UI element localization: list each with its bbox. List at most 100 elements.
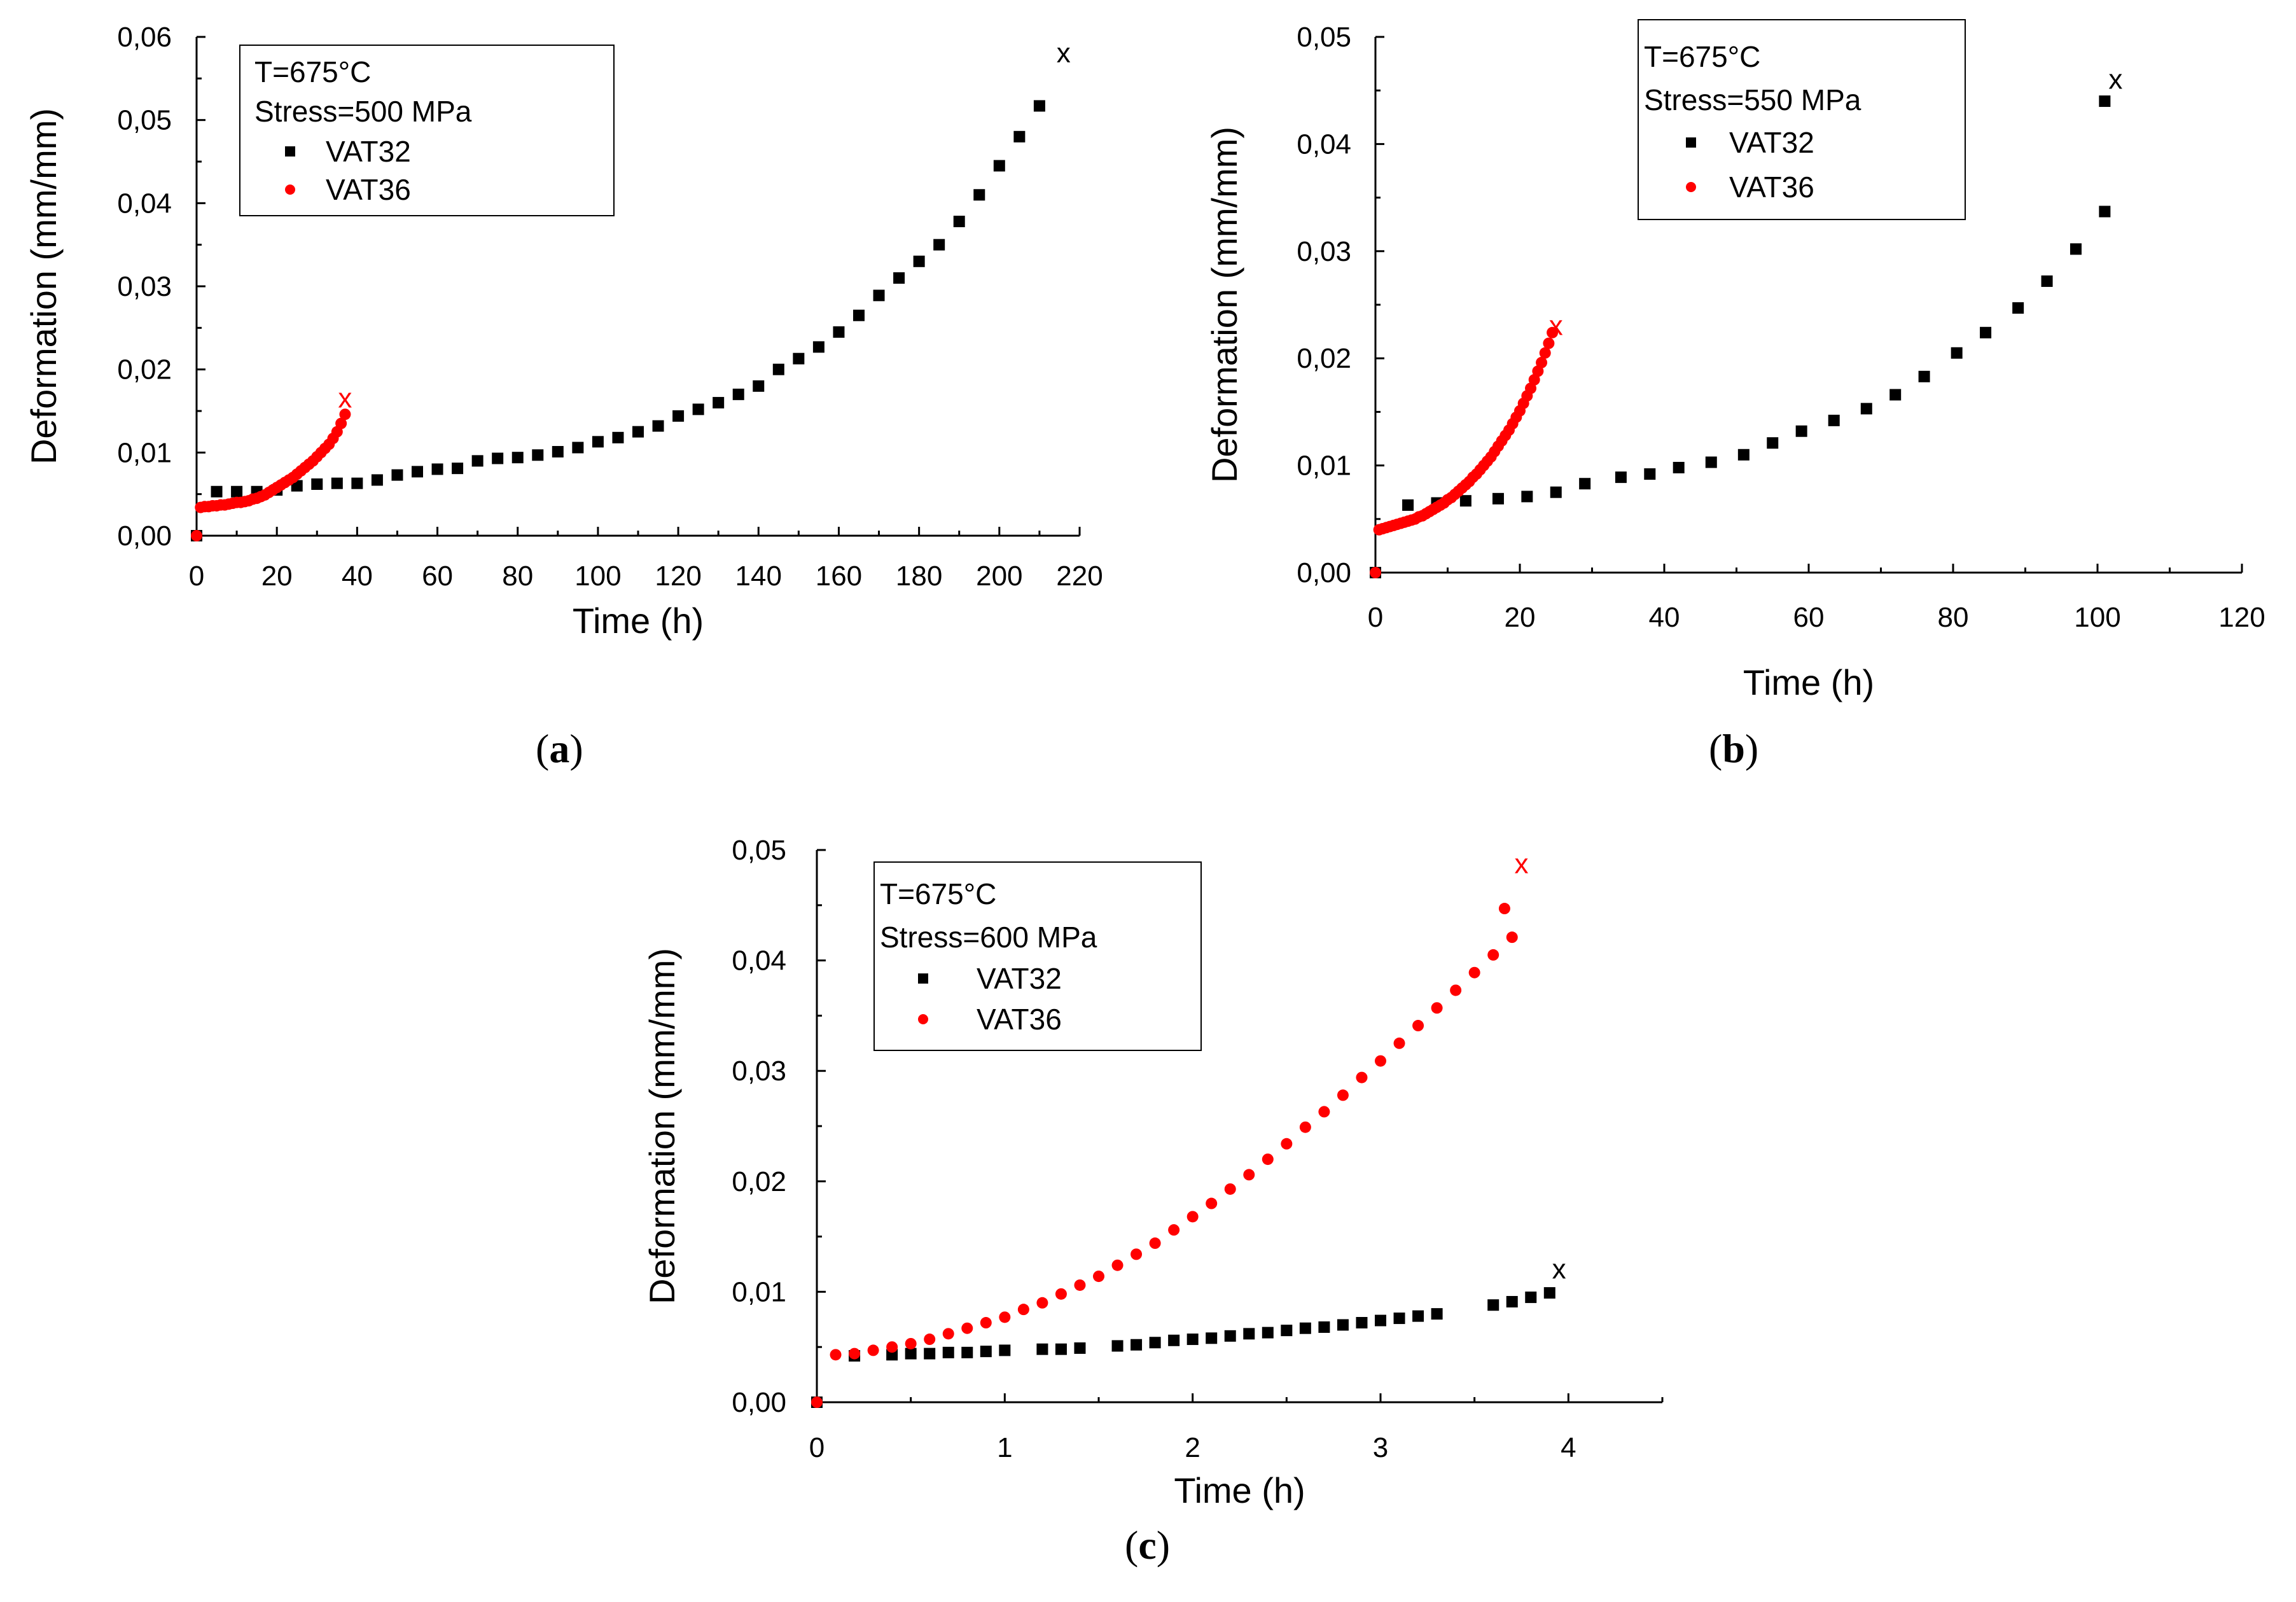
y-tick-label: 0,03 <box>117 271 172 302</box>
data-point <box>1281 1325 1293 1337</box>
x-tick-label: 60 <box>1793 602 1825 633</box>
data-point <box>1402 499 1414 511</box>
data-point <box>1468 966 1480 979</box>
data-point <box>942 1328 954 1340</box>
legend-c: T=675°C Stress=600 MPa VAT32 VAT36 <box>873 861 1202 1051</box>
y-tick-label: 0,05 <box>1297 22 1351 53</box>
data-point <box>231 485 243 498</box>
x-tick-label: 120 <box>2218 602 2265 633</box>
y-tick-label: 0,02 <box>732 1166 786 1197</box>
data-point <box>452 463 464 475</box>
data-point <box>1111 1340 1124 1352</box>
data-point <box>1506 1296 1518 1308</box>
data-point <box>1262 1327 1274 1339</box>
data-point <box>1013 130 1026 143</box>
data-point <box>1337 1089 1349 1101</box>
legend-temperature: T=675°C <box>254 55 372 88</box>
data-point <box>1318 1106 1330 1118</box>
data-point <box>335 417 347 429</box>
x-tick-label: 20 <box>1505 602 1536 633</box>
data-point <box>1017 1304 1029 1316</box>
y-axis-title: Deformation (mm/mm) <box>24 108 64 464</box>
data-point <box>886 1341 898 1353</box>
data-point <box>632 426 644 438</box>
data-point <box>1186 1211 1199 1223</box>
data-point <box>1337 1319 1349 1331</box>
data-point <box>612 431 624 443</box>
data-point <box>1615 471 1627 484</box>
data-point <box>905 1348 917 1360</box>
data-point <box>1206 1197 1218 1209</box>
data-point <box>853 309 865 321</box>
data-point <box>1074 1279 1086 1291</box>
x-axis-title: Time (h) <box>1174 1470 1305 1510</box>
data-point <box>913 255 925 267</box>
data-point <box>1036 1297 1048 1309</box>
data-point <box>2041 275 2053 287</box>
y-tick-label: 0,03 <box>1297 236 1351 267</box>
y-tick-label: 0,05 <box>732 835 786 866</box>
rupture-marker: x <box>1057 38 1071 69</box>
x-tick-label: 20 <box>261 561 293 592</box>
chart-panel-c: 0,00 0,01 0,02 0,03 0,04 0,05 0 1 2 3 4 Time (h) Def… <box>0 795 2296 1602</box>
x-tick-label: 3 <box>1373 1432 1388 1463</box>
legend-label-vat36: VAT36 <box>326 173 411 206</box>
data-point <box>1318 1321 1330 1333</box>
panel-label-letter: a <box>549 726 570 771</box>
data-point <box>830 1349 842 1361</box>
data-point <box>1055 1343 1067 1355</box>
data-point <box>811 1397 823 1408</box>
y-tick-label: 0,01 <box>117 437 172 468</box>
panel-label-c: (c) <box>1125 1522 1170 1569</box>
data-point <box>1370 567 1381 578</box>
panel-label-open: ( <box>1709 726 1723 771</box>
data-point <box>961 1346 973 1358</box>
data-point <box>1737 449 1750 461</box>
data-point <box>492 452 504 464</box>
data-point <box>1055 1288 1067 1300</box>
data-point <box>849 1348 861 1360</box>
data-point <box>1149 1237 1161 1250</box>
data-point <box>1393 1037 1405 1049</box>
data-point <box>1980 326 1992 338</box>
data-point <box>1795 425 1807 437</box>
data-point <box>2012 302 2024 314</box>
data-point <box>552 446 564 458</box>
data-point <box>191 530 202 541</box>
data-point <box>1579 478 1591 490</box>
data-point <box>999 1311 1011 1323</box>
data-point <box>1074 1342 1086 1354</box>
x-tick-label: 220 <box>1056 561 1103 592</box>
data-point <box>2099 205 2111 218</box>
y-tick-label: 0,02 <box>1297 343 1351 374</box>
data-point <box>1206 1332 1218 1344</box>
data-point <box>592 436 604 448</box>
x-tick-label: 4 <box>1561 1432 1576 1463</box>
y-tick-label: 0,01 <box>1297 450 1351 482</box>
data-point <box>1828 414 1840 426</box>
data-point <box>833 326 845 338</box>
data-point <box>672 410 685 422</box>
data-point <box>924 1348 936 1360</box>
data-point <box>1168 1334 1180 1346</box>
data-point <box>1093 1271 1104 1283</box>
data-point <box>2070 243 2082 255</box>
data-point <box>1532 365 1544 377</box>
legend-entry-vat32: VAT32 <box>240 132 613 171</box>
data-point <box>953 216 965 228</box>
y-tick-label: 0,04 <box>1297 129 1351 160</box>
x-tick-label: 0 <box>1368 602 1383 633</box>
y-tick-label: 0,01 <box>732 1276 786 1307</box>
data-point <box>1224 1183 1236 1195</box>
data-point <box>471 455 484 467</box>
rupture-marker: x <box>1515 849 1529 880</box>
legend-label-vat32: VAT32 <box>977 962 1062 995</box>
data-point <box>1431 1002 1443 1014</box>
data-point <box>1673 461 1685 473</box>
data-point <box>1547 326 1559 338</box>
square-marker-icon <box>285 146 295 157</box>
x-tick-label: 80 <box>502 561 533 592</box>
data-point <box>1536 356 1548 368</box>
x-axis-title: Time (h) <box>1743 662 1874 702</box>
